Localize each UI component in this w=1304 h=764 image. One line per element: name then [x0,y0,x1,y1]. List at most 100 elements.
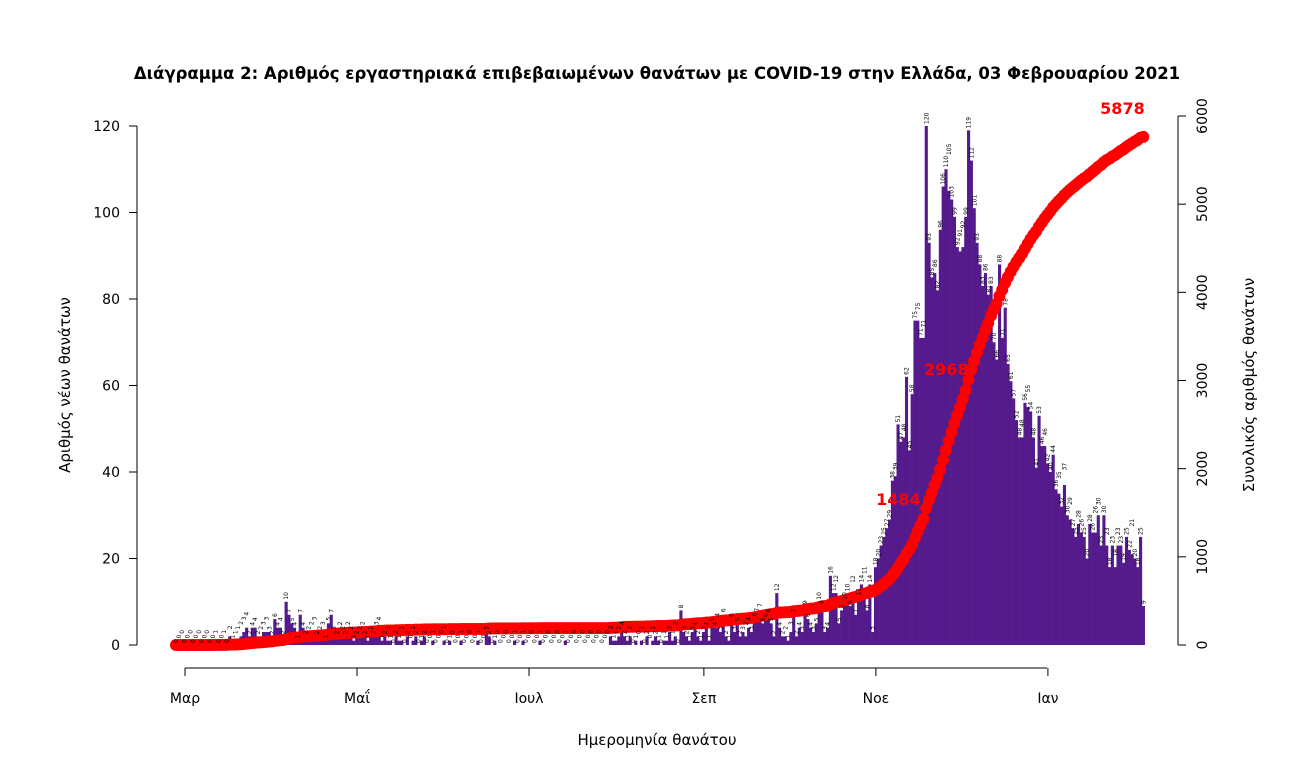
bar-value-label: 25 [1124,527,1131,535]
bar-value-label: 8 [678,604,685,608]
bar [975,242,979,645]
bar [1037,415,1041,645]
bar-value-label: 0 [207,639,214,643]
bar [617,636,621,645]
bar [862,597,866,645]
bar-value-label: 83 [988,276,995,284]
bar [747,627,751,645]
bar [834,593,838,645]
bar-value-label: 0 [452,639,459,643]
bar-value-label: 1 [396,635,403,639]
cumulative-point [934,463,947,476]
bar-value-label: 0 [224,639,231,643]
bar [902,437,906,645]
bar [710,623,714,645]
bar-value-label: 27 [884,518,891,526]
bar-value-label: 5 [760,617,767,621]
bar-value-label: 2 [340,626,347,630]
bar-value-label: 120 [923,112,930,124]
bar-value-label: 1 [664,635,671,639]
bar-value-label: 23 [1115,527,1122,535]
bar [645,636,649,645]
bar [343,636,347,645]
bar-value-label: 7 [853,609,860,613]
bar-value-label: 9 [819,600,826,604]
bar-value-label: 2 [672,621,679,625]
bar-value-label: 26 [1078,519,1085,527]
bar [879,545,883,645]
bar-value-label: 1 [351,635,358,639]
bar-value-label: 0 [641,639,648,643]
bar-value-label: 2 [794,630,801,634]
bar-value-label: 3 [263,617,270,621]
bar-value-label: 2 [413,630,420,634]
bar [459,640,463,645]
bar-value-label: 1 [410,626,417,630]
bar-value-label: 0 [675,639,682,643]
bar [1017,437,1021,645]
bar-value-label: 3 [740,626,747,630]
bar-value-label: 30 [1101,505,1108,513]
axes-group: 0204060801001200100020003000400050006000… [93,98,1211,707]
bar [1141,606,1145,645]
bar [899,441,903,645]
bar-value-label: 0 [560,634,567,638]
bar-value-label: 4 [796,622,803,626]
bar-value-label: 58 [909,384,916,392]
bar-value-label: 1 [512,630,519,634]
bar-value-label: 2 [357,626,364,630]
bar [792,614,796,645]
bar [1091,532,1095,645]
bar-value-label: 75 [912,311,919,319]
bar-value-label: 0 [588,630,595,634]
bar [964,216,968,645]
bar [651,640,655,645]
bar [789,632,793,645]
bar-value-label: 0 [526,634,533,638]
bar-value-label: 30 [1064,505,1071,513]
bar [487,636,491,645]
bar-value-label: 1 [537,630,544,634]
bar-value-label: 96 [937,220,944,228]
bar-value-label: 1 [419,635,426,639]
bar-value-label: 0 [407,634,414,638]
bar-value-label: 11 [861,566,868,574]
y2-tick-label: 2000 [1195,451,1211,487]
bar [927,242,931,645]
bar-value-label: 23 [1118,536,1125,544]
bar-value-label: 0 [582,639,589,643]
bar-value-label: 0 [529,630,536,634]
bar [992,342,996,645]
bar-value-label: 2 [627,626,634,630]
bar-value-label: 38 [889,471,896,479]
bar [1088,523,1092,645]
bar-value-label: 1 [613,630,620,634]
bar [986,294,990,645]
bar [744,636,748,645]
bar [1043,446,1047,645]
bar-value-label: 53 [1036,406,1043,414]
bar-value-label: 0 [435,634,442,638]
bar [1062,484,1067,645]
bar [693,627,697,645]
bar [422,636,426,645]
bar-value-label: 16 [827,566,834,574]
bar-value-label: 2 [616,625,623,629]
bar [397,640,401,645]
bar [871,632,875,645]
bar [983,273,988,645]
bar [476,640,480,645]
bar-value-label: 4 [300,622,307,626]
bar-value-label: 10 [816,592,823,600]
cumulative-point [1137,130,1150,143]
bar [628,636,632,645]
bar-value-label: 46 [1039,436,1046,444]
bar [380,640,384,645]
bar-value-label: 0 [517,634,524,638]
bar-value-label: 2 [371,630,378,634]
bar [890,480,894,645]
bar-value-label: 3 [788,621,795,625]
bar [727,640,731,645]
bar [442,640,446,645]
bar-value-label: 86 [932,259,939,267]
